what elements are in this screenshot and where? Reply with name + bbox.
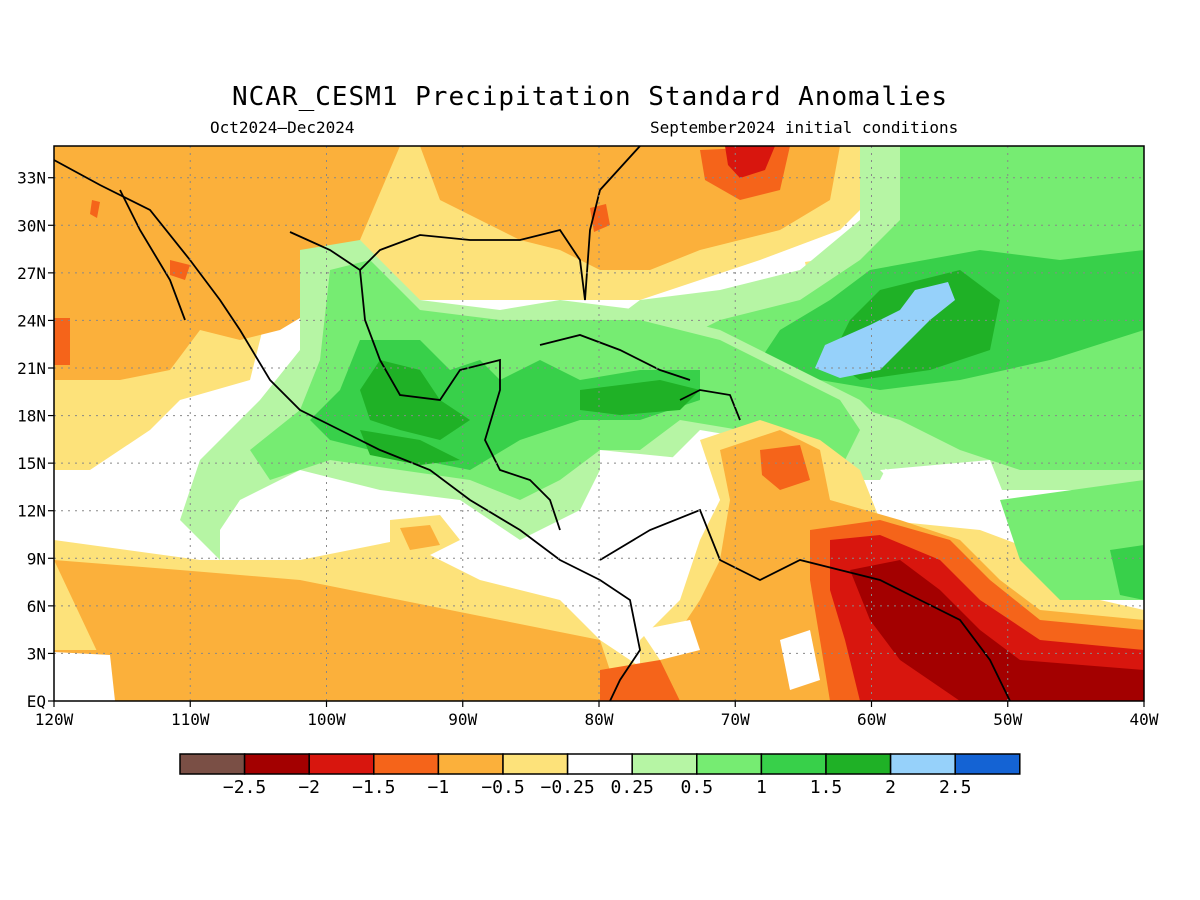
legend-label: −2.5 <box>223 777 266 798</box>
forecast-period: Oct2024–Dec2024 <box>210 118 355 137</box>
lon-tick-label: 40W <box>1130 710 1159 729</box>
legend-swatch <box>566 753 633 775</box>
legend-swatch <box>760 753 827 775</box>
legend-label: −0.5 <box>481 777 524 798</box>
lat-tick-label: 18N <box>17 407 46 426</box>
anomaly-field <box>54 146 1144 701</box>
lat-tick-label: 27N <box>17 264 46 283</box>
legend-swatch <box>373 753 440 775</box>
lon-tick-label: 110W <box>171 710 210 729</box>
initial-conditions: September2024 initial conditions <box>650 118 959 137</box>
lon-tick-label: 70W <box>721 710 750 729</box>
legend-swatch <box>696 753 763 775</box>
legend-label: −2 <box>298 777 320 798</box>
legend-swatch <box>825 753 892 775</box>
legend-label: 0.25 <box>611 777 654 798</box>
legend-swatch <box>179 753 246 775</box>
lat-tick-label: 33N <box>17 169 46 188</box>
legend-label: −0.25 <box>541 777 595 798</box>
lat-tick-label: 15N <box>17 454 46 473</box>
legend-swatch <box>308 753 375 775</box>
legend-swatch <box>502 753 569 775</box>
lat-tick-label: EQ <box>27 692 46 711</box>
lon-tick-label: 90W <box>448 710 477 729</box>
lon-tick-label: 60W <box>857 710 886 729</box>
map-grid <box>54 146 1144 701</box>
lat-tick-label: 21N <box>17 359 46 378</box>
legend-swatch <box>889 753 956 775</box>
legend-label: 2 <box>885 777 896 798</box>
lon-tick-label: 100W <box>307 710 346 729</box>
lat-tick-label: 24N <box>17 311 46 330</box>
legend-label: 1 <box>756 777 767 798</box>
legend-label: −1.5 <box>352 777 395 798</box>
lat-tick-label: 3N <box>27 644 46 663</box>
lat-tick-label: 12N <box>17 502 46 521</box>
legend-swatch <box>954 753 1021 775</box>
legend-swatch <box>243 753 310 775</box>
legend-label: 2.5 <box>939 777 972 798</box>
legend-label: −1 <box>428 777 450 798</box>
lon-tick-label: 120W <box>35 710 74 729</box>
legend-label: 1.5 <box>810 777 843 798</box>
legend-label: 0.5 <box>681 777 714 798</box>
legend-swatch <box>437 753 504 775</box>
lat-tick-label: 30N <box>17 216 46 235</box>
legend-swatch <box>631 753 698 775</box>
color-legend: −2.5 −2 −1.5 −1 −0.5 −0.25 0.25 0.5 1 1.5 2 2.5 <box>179 753 1021 798</box>
lat-tick-label: 9N <box>27 549 46 568</box>
lon-tick-label: 50W <box>993 710 1022 729</box>
lon-tick-label: 80W <box>585 710 614 729</box>
map-title: NCAR_CESM1 Precipitation Standard Anomal… <box>231 82 949 112</box>
lat-tick-label: 6N <box>27 597 46 616</box>
